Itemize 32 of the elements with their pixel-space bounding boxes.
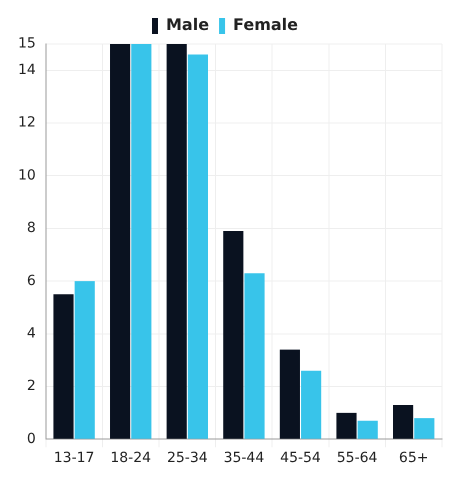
bar <box>110 44 130 439</box>
x-tick-label: 45-54 <box>280 450 321 466</box>
bar <box>414 418 434 439</box>
bar <box>301 370 322 439</box>
y-tick-label: 0 <box>26 430 36 447</box>
legend-label: Male <box>166 15 210 34</box>
bar <box>280 350 300 439</box>
bar <box>166 44 187 439</box>
y-tick-label: 2 <box>26 378 36 394</box>
y-tick-label: 4 <box>26 325 36 342</box>
x-tick-label: 65+ <box>398 450 428 466</box>
y-tick-label: 6 <box>26 272 36 289</box>
bar <box>53 294 74 439</box>
y-tick-label: 10 <box>18 167 36 184</box>
x-tick-label: 18-24 <box>110 450 152 466</box>
y-tick-label: 12 <box>18 114 36 131</box>
bar <box>188 54 208 439</box>
bar <box>336 412 357 439</box>
y-tick-label: 15 <box>18 36 36 52</box>
bar <box>131 44 152 439</box>
y-tick-label: 14 <box>18 62 36 78</box>
bar <box>358 420 378 439</box>
bar <box>74 281 95 439</box>
x-tick-label: 55-64 <box>336 450 378 466</box>
bar <box>244 273 265 439</box>
bar <box>223 231 244 439</box>
x-tick-label: 25-34 <box>166 450 208 466</box>
x-tick-label: 35-44 <box>224 450 264 466</box>
bar <box>393 404 414 439</box>
x-tick-label: 13-17 <box>54 450 94 466</box>
legend-label: Female <box>233 15 298 34</box>
y-tick-label: 8 <box>26 220 36 236</box>
